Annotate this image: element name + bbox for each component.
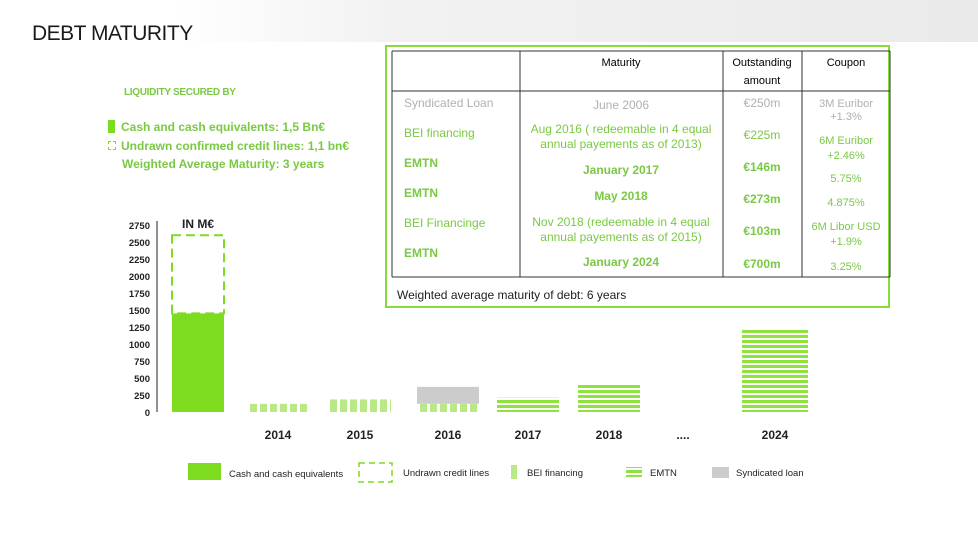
x-tick-label: 2014: [265, 428, 292, 442]
bar-hstripe: [497, 397, 559, 412]
legend-swatch-icon: [712, 467, 729, 478]
legend-swatch-icon: [188, 463, 221, 480]
row-maturity: Nov 2018 (redeemable in 4 equal: [532, 215, 709, 229]
legend-label: Cash and cash equivalents: [229, 469, 343, 480]
bar-solid: [172, 313, 224, 412]
y-tick-label: 2500: [129, 238, 150, 249]
row-coupon: +2.46%: [827, 150, 865, 162]
bar-grey: [417, 386, 479, 404]
row-amount: €103m: [743, 224, 780, 238]
solid-swatch-icon: [108, 120, 115, 133]
y-tick-label: 1000: [129, 340, 150, 351]
row-maturity: January 2024: [583, 255, 659, 269]
debt-table-box: Maturity Outstanding amount Coupon Syndicate…: [385, 45, 891, 308]
legend-label: BEI financing: [527, 468, 583, 479]
row-coupon: 6M Euribor: [819, 135, 873, 147]
row-type: BEI Financinge: [404, 216, 486, 230]
legend-label: Syndicated loan: [736, 468, 804, 479]
bar-hstripe: [578, 384, 640, 412]
y-tick-label: 2750: [129, 221, 150, 232]
legend-label: EMTN: [650, 468, 677, 479]
table-footnote: Weighted average maturity of debt: 6 yea…: [397, 288, 626, 302]
legend-swatch-icon: [626, 467, 642, 477]
x-tick-label: 2017: [515, 428, 542, 442]
y-tick-label: 2250: [129, 255, 150, 266]
row-maturity: January 2017: [583, 163, 659, 177]
row-type: EMTN: [404, 156, 438, 170]
y-tick-label: 250: [134, 391, 150, 402]
header-maturity: Maturity: [601, 57, 641, 69]
bar-vstripe: [417, 403, 479, 412]
liquidity-credit-line: Undrawn confirmed credit lines: 1,1 bn€: [108, 139, 349, 153]
row-amount: €225m: [744, 128, 781, 142]
liquidity-heading: LIQUIDITY SECURED BY: [124, 87, 236, 98]
row-coupon: 5.75%: [830, 173, 861, 185]
row-amount: €700m: [743, 257, 780, 271]
liquidity-maturity-line: Weighted Average Maturity: 3 years: [122, 157, 325, 171]
row-type: Syndicated Loan: [404, 96, 493, 110]
row-type: BEI financing: [404, 126, 475, 140]
title-band: [0, 0, 978, 42]
x-tick-label: 2015: [347, 428, 374, 442]
y-tick-label: 2000: [129, 272, 150, 283]
row-amount: €273m: [743, 192, 780, 206]
header-coupon: Coupon: [827, 57, 866, 69]
dashed-swatch-icon: [108, 141, 116, 150]
bar-hstripe: [742, 328, 808, 412]
y-tick-label: 1250: [129, 323, 150, 334]
row-amount: €146m: [743, 160, 780, 174]
chart-unit-label: IN M€: [182, 217, 214, 231]
legend-swatch-icon: [358, 462, 393, 483]
row-coupon: 3.25%: [830, 261, 861, 273]
x-tick-label: 2018: [596, 428, 623, 442]
y-tick-label: 1750: [129, 289, 150, 300]
y-tick-label: 500: [134, 374, 150, 385]
bar-vstripe: [329, 399, 391, 412]
y-tick-label: 0: [145, 408, 150, 419]
y-tick-label: 750: [134, 357, 150, 368]
row-coupon: 3M Euribor: [819, 98, 873, 110]
row-coupon: +1.3%: [830, 111, 862, 123]
row-maturity: June 2006: [593, 98, 649, 112]
row-maturity: Aug 2016 ( redeemable in 4 equal: [531, 122, 712, 136]
page-title: DEBT MATURITY: [32, 22, 193, 45]
bar-vstripe: [247, 403, 309, 412]
liquidity-credit-text: Undrawn confirmed credit lines: 1,1 bn€: [121, 139, 350, 153]
liquidity-cash-text: Cash and cash equivalents: 1,5 Bn€: [121, 120, 326, 134]
row-type: EMTN: [404, 186, 438, 200]
row-coupon: 4.875%: [827, 197, 865, 209]
row-maturity: annual payements as of 2013): [540, 137, 701, 151]
header-amount: amount: [744, 75, 781, 87]
liquidity-cash-line: Cash and cash equivalents: 1,5 Bn€: [108, 120, 325, 134]
x-tick-label: ....: [676, 428, 689, 442]
y-tick-label: 1500: [129, 306, 150, 317]
row-type: EMTN: [404, 246, 438, 260]
bar-dashed: [171, 234, 225, 315]
debt-table: Maturity Outstanding amount Coupon Syndicate…: [391, 50, 891, 302]
legend-swatch-icon: [511, 465, 519, 479]
row-maturity: May 2018: [594, 189, 648, 203]
x-tick-label: 2016: [435, 428, 462, 442]
x-tick-label: 2024: [762, 428, 789, 442]
row-coupon: 6M Libor USD: [811, 221, 880, 233]
header-outstanding: Outstanding: [732, 57, 791, 69]
row-amount: €250m: [744, 96, 781, 110]
legend-label: Undrawn credit lines: [403, 468, 489, 479]
row-maturity: annual payements as of 2015): [540, 230, 701, 244]
row-coupon: +1.9%: [830, 236, 862, 248]
